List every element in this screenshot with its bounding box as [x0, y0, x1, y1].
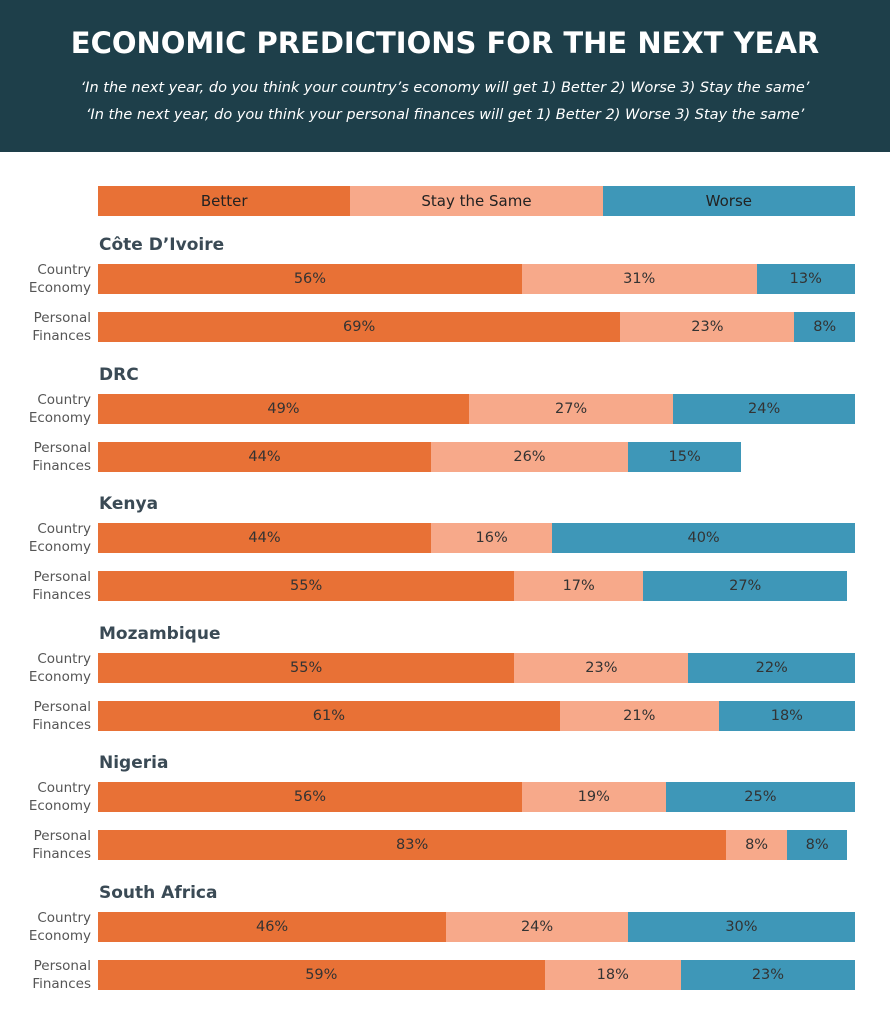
value-label: 59% — [305, 967, 338, 983]
bar-segment — [514, 571, 644, 602]
bar-segment — [794, 312, 855, 342]
category-label: Personal Finances — [32, 828, 91, 863]
category-label: Personal Finances — [32, 310, 91, 344]
bar-segment — [98, 782, 522, 813]
value-label: 30% — [725, 919, 758, 935]
bar-segment — [643, 571, 848, 602]
legend-item: Stay the Same — [350, 186, 603, 216]
value-label: 8% — [805, 837, 829, 854]
subtitle: ‘In the next year, do you think your cou… — [80, 80, 810, 96]
value-label: 17% — [562, 578, 595, 595]
bar-segment — [98, 652, 515, 683]
value-label: 27% — [729, 578, 762, 595]
value-label: 44% — [248, 530, 281, 547]
bar-segment — [98, 264, 522, 294]
group-title: Kenya — [99, 494, 159, 515]
bar-segment — [673, 393, 855, 424]
value-label: 13% — [789, 271, 822, 287]
category-label: Country Economy — [28, 650, 91, 685]
group-title: Côte D’Ivoire — [99, 235, 225, 255]
bar-segment — [786, 830, 848, 861]
bar-segment — [98, 912, 447, 942]
value-label: 56% — [293, 789, 327, 806]
value-label: 23% — [751, 967, 785, 983]
legend-item: Better — [98, 186, 351, 216]
group-title: Nigeria — [99, 753, 169, 774]
category-label: Country Economy — [28, 521, 91, 556]
group-title: South Africa — [99, 883, 218, 903]
bar-segment — [521, 264, 757, 294]
value-label: 44% — [248, 448, 281, 465]
value-label: 16% — [475, 530, 508, 547]
bar-segment — [552, 523, 855, 554]
value-label: 46% — [255, 919, 289, 935]
bar-segment — [680, 960, 855, 990]
bar-segment — [98, 441, 432, 472]
value-label: 83% — [396, 837, 429, 854]
bar-segment — [431, 523, 553, 554]
bar-segment — [98, 830, 727, 861]
bar-segment — [98, 393, 469, 424]
value-label: 26% — [513, 448, 546, 465]
value-label: 61% — [312, 707, 345, 724]
value-label: 56% — [293, 271, 327, 287]
value-label: 69% — [343, 319, 376, 335]
category-label: Personal Finances — [32, 698, 91, 733]
chart-title: ECONOMIC PREDICTIONS FOR THE NEXT YEAR — [70, 26, 820, 60]
group-title: DRC — [99, 364, 139, 385]
value-label: 15% — [668, 448, 701, 465]
bar-segment — [521, 782, 666, 813]
bar-segment — [620, 312, 795, 342]
bar-segment — [468, 393, 674, 424]
bar-segment — [98, 700, 560, 731]
value-label: 24% — [748, 400, 781, 417]
bar-segment — [98, 312, 621, 342]
value-label: 23% — [691, 319, 724, 335]
bar-segment — [98, 523, 432, 554]
value-label: 25% — [744, 789, 777, 806]
value-label: 8% — [813, 319, 837, 335]
value-label: 18% — [770, 707, 803, 724]
bar-segment — [98, 571, 515, 602]
value-label: 49% — [267, 400, 300, 417]
category-label: Country Economy — [28, 910, 91, 944]
value-label: 24% — [520, 919, 554, 935]
bar-segment — [544, 960, 681, 990]
category-label: Country Economy — [28, 391, 91, 426]
category-label: Country Economy — [28, 780, 91, 815]
category-label: Country Economy — [28, 262, 91, 296]
legend-item: Worse — [602, 186, 855, 216]
bar-segment — [718, 700, 855, 731]
value-label: 55% — [290, 659, 323, 676]
value-label: 31% — [623, 271, 656, 287]
value-label: 40% — [687, 530, 720, 547]
category-label: Personal Finances — [32, 958, 91, 992]
value-label: 22% — [755, 659, 788, 676]
bar-segment — [514, 652, 689, 683]
value-label: 55% — [290, 578, 323, 595]
bar-segment — [446, 912, 628, 942]
subtitle: ‘In the next year, do you think your per… — [85, 107, 805, 123]
value-label: 21% — [623, 707, 656, 724]
bar-segment — [431, 441, 628, 472]
bar-segment — [726, 830, 787, 861]
group-title: Mozambique — [99, 623, 221, 644]
bar-segment — [688, 652, 855, 683]
value-label: 8% — [745, 837, 769, 854]
bar-segment — [665, 782, 855, 813]
bar-segment — [627, 912, 855, 942]
category-label: Personal Finances — [32, 439, 91, 474]
value-label: 19% — [577, 789, 610, 806]
bar-segment — [559, 700, 719, 731]
value-label: 23% — [585, 659, 618, 676]
bar-segment — [627, 441, 742, 472]
bar-segment — [98, 960, 545, 990]
category-label: Personal Finances — [32, 569, 91, 604]
header: ECONOMIC PREDICTIONS FOR THE NEXT YEAR ‘… — [0, 0, 890, 152]
value-label: 27% — [554, 400, 588, 417]
bar-segment — [756, 264, 855, 294]
value-label: 18% — [596, 967, 629, 983]
